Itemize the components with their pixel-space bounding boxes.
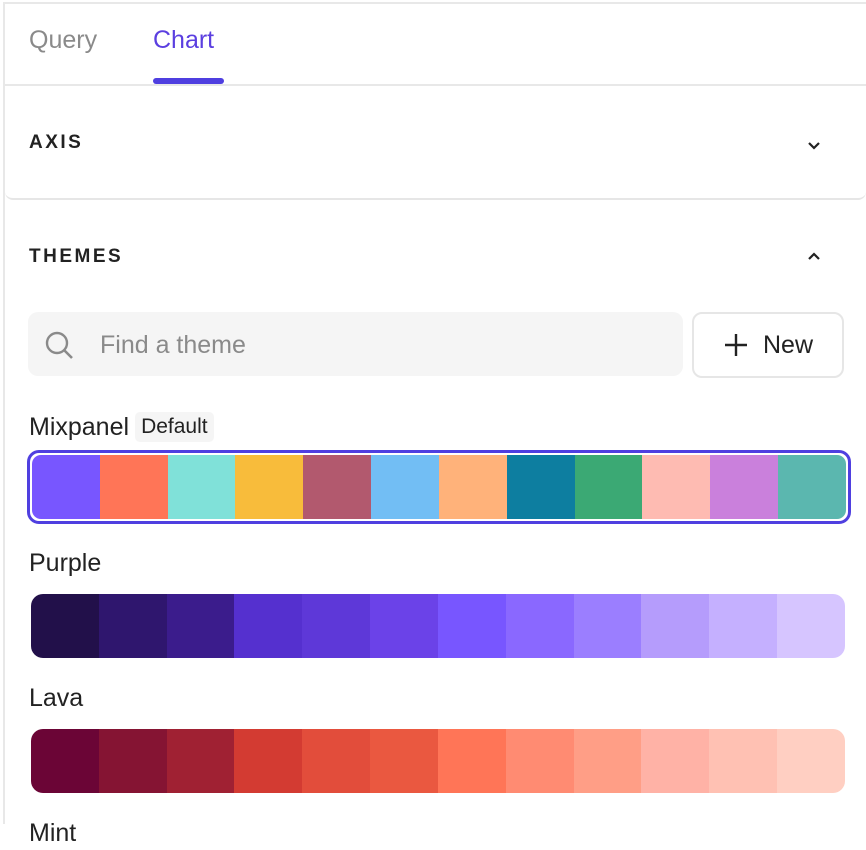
color-swatch [641, 729, 710, 793]
color-swatch [573, 729, 642, 793]
color-swatch [438, 455, 507, 519]
color-swatch [574, 455, 643, 519]
theme-mixpanel[interactable]: Mixpanel Default [27, 410, 851, 524]
tab-query[interactable]: Query [29, 26, 98, 54]
color-swatch [234, 594, 303, 658]
chevron-down-icon[interactable] [806, 138, 822, 154]
theme-search-input[interactable] [98, 312, 662, 378]
tab-chart[interactable]: Chart [153, 26, 215, 54]
color-swatch [437, 729, 506, 793]
color-swatch [167, 455, 236, 519]
tab-bar: Query Chart [5, 4, 866, 86]
themes-section-title: THEMES [29, 246, 124, 267]
color-swatch [371, 455, 439, 519]
color-swatch [437, 594, 506, 658]
theme-purple[interactable]: Purple [29, 546, 847, 658]
color-swatch [98, 594, 167, 658]
theme-name: Mixpanel [29, 412, 130, 441]
new-theme-label: New [762, 330, 813, 359]
active-tab-indicator [153, 78, 224, 84]
color-palette[interactable] [31, 594, 845, 658]
default-badge: Default [135, 412, 214, 442]
color-swatch [302, 594, 371, 658]
color-swatch [573, 594, 642, 658]
theme-name: Lava [29, 683, 84, 712]
theme-search[interactable] [28, 312, 683, 378]
color-swatch [778, 455, 846, 519]
color-swatch [642, 455, 711, 519]
axis-section[interactable]: AXIS [5, 86, 866, 200]
color-swatch [641, 594, 710, 658]
color-swatch [506, 455, 575, 519]
color-palette[interactable] [31, 729, 845, 793]
theme-mint[interactable]: Mint [29, 816, 847, 850]
color-swatch [303, 455, 372, 519]
color-swatch [98, 729, 167, 793]
axis-section-title: AXIS [29, 132, 84, 153]
color-swatch [505, 729, 574, 793]
color-swatch [370, 594, 438, 658]
color-swatch [234, 729, 303, 793]
color-swatch [31, 729, 99, 793]
color-swatch [31, 594, 99, 658]
theme-lava[interactable]: Lava [29, 681, 847, 793]
color-swatch [99, 455, 168, 519]
color-swatch [235, 455, 304, 519]
color-swatch [710, 455, 779, 519]
color-swatch [166, 729, 235, 793]
theme-name: Purple [29, 548, 102, 577]
color-swatch [166, 594, 235, 658]
color-swatch [302, 729, 371, 793]
color-swatch [777, 594, 845, 658]
color-swatch [709, 729, 778, 793]
selected-palette-outline [27, 450, 851, 524]
search-icon [45, 331, 73, 359]
color-swatch [709, 594, 778, 658]
color-swatch [505, 594, 574, 658]
color-palette[interactable] [32, 455, 846, 519]
new-theme-button[interactable]: New [692, 312, 844, 378]
color-swatch [370, 729, 438, 793]
color-swatch [777, 729, 845, 793]
plus-icon [724, 334, 747, 356]
chevron-up-icon[interactable] [806, 248, 822, 264]
theme-name: Mint [29, 818, 77, 847]
color-swatch [32, 455, 100, 519]
chart-settings-panel: Query Chart AXIS THEMES New MixpanelDefa… [3, 2, 866, 847]
